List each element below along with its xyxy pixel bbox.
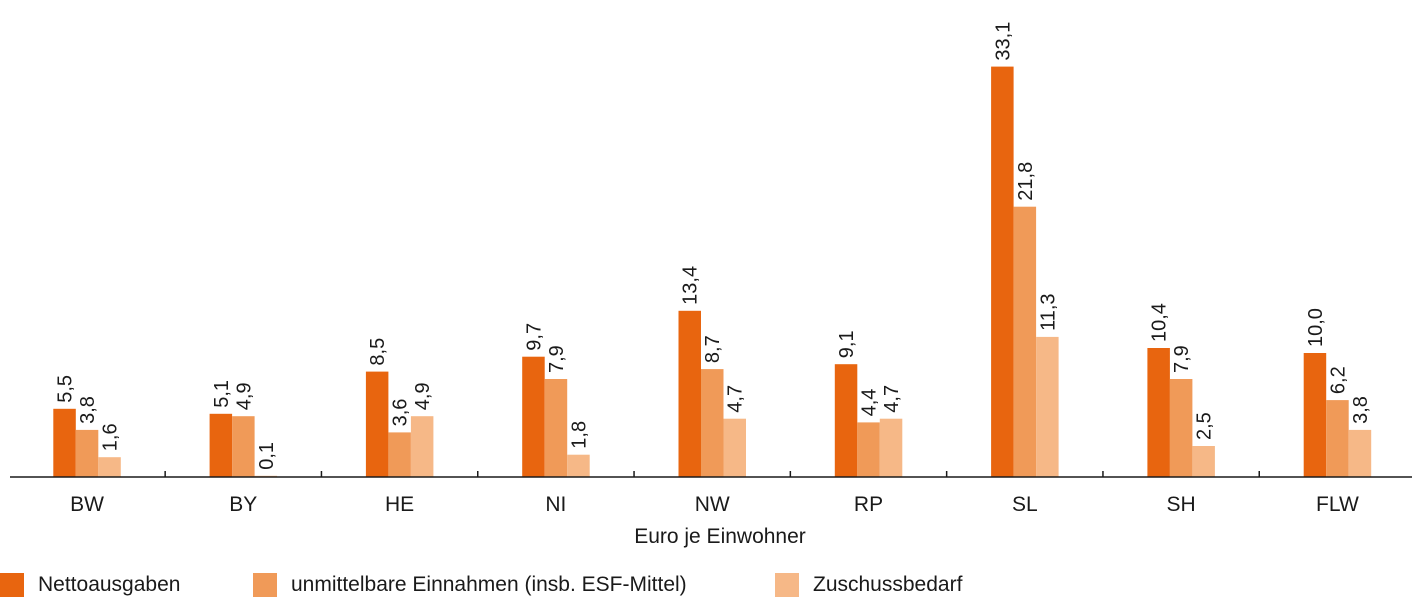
bar <box>567 454 590 477</box>
bar <box>723 418 746 477</box>
data-label: 3,8 <box>1350 396 1372 424</box>
bar <box>1036 336 1059 477</box>
category-label: SH <box>1167 493 1196 516</box>
data-label: 4,4 <box>859 389 881 417</box>
bar <box>410 416 434 477</box>
bar <box>1169 379 1193 477</box>
data-label: 4,7 <box>725 385 747 413</box>
legend: Nettoausgaben unmittelbare Einnahmen (in… <box>0 572 962 597</box>
category-label: BW <box>70 493 104 516</box>
x-axis-title: Euro je Einwohner <box>634 525 806 548</box>
bar <box>209 413 233 477</box>
bar <box>365 371 389 477</box>
data-label: 10,0 <box>1305 308 1327 347</box>
bar <box>75 429 99 477</box>
data-label: 5,1 <box>211 380 233 408</box>
legend-swatch <box>775 572 799 597</box>
data-label: 21,8 <box>1015 162 1037 201</box>
category-label: NI <box>545 493 566 516</box>
category-label: SL <box>1012 493 1038 516</box>
data-label: 6,2 <box>1327 366 1349 394</box>
bar <box>544 379 568 477</box>
data-label: 3,8 <box>77 396 99 424</box>
legend-label: Nettoausgaben <box>38 572 181 596</box>
data-label: 2,5 <box>1194 412 1216 440</box>
data-label: 1,8 <box>568 421 590 449</box>
legend-item-zuschussbedarf: Zuschussbedarf <box>775 572 963 597</box>
x-axis-ticks <box>164 471 1260 477</box>
category-label: BY <box>229 493 257 516</box>
bar <box>857 422 880 477</box>
bar <box>98 457 121 477</box>
legend-item-einnahmen: unmittelbare Einnahmen (insb. ESF-Mittel… <box>253 572 775 597</box>
bar <box>1348 429 1372 477</box>
data-label: 7,9 <box>546 345 568 373</box>
data-label: 9,1 <box>836 330 858 358</box>
data-label: 11,3 <box>1037 293 1059 330</box>
bar <box>1326 400 1349 477</box>
bar <box>834 364 858 477</box>
data-label: 3,6 <box>390 399 412 427</box>
category-label: NW <box>695 493 730 516</box>
data-label: 4,9 <box>412 382 434 410</box>
data-label: 9,7 <box>523 323 545 351</box>
data-label: 8,5 <box>367 338 389 366</box>
data-label: 4,7 <box>881 385 903 413</box>
category-labels: BW BY HE NI NW RP SL SH FLW <box>70 493 1359 516</box>
category-label: HE <box>385 493 414 516</box>
data-label: 1,6 <box>100 423 122 451</box>
data-label: 4,9 <box>233 382 255 410</box>
bar <box>388 432 411 477</box>
bar <box>1013 206 1037 477</box>
bar-chart: 5,53,81,65,1 4,90,18,53,64,99,77,91,813,4… <box>10 22 1412 548</box>
bar <box>678 310 701 477</box>
category-label: RP <box>854 493 883 516</box>
bar <box>1192 446 1215 477</box>
bar <box>232 416 255 477</box>
bar <box>701 369 724 477</box>
data-label: 10,4 <box>1149 303 1171 342</box>
bar <box>53 408 76 477</box>
data-label: 7,9 <box>1171 345 1193 373</box>
bar <box>522 356 545 477</box>
value-labels-group: 5,53,81,65,1 4,90,18,53,64,99,77,91,813,4… <box>55 22 1372 470</box>
bar <box>879 418 903 477</box>
data-label: 5,5 <box>55 375 77 403</box>
legend-label: unmittelbare Einnahmen (insb. ESF-Mittel… <box>291 572 687 596</box>
category-label: FLW <box>1316 493 1359 516</box>
data-label: 8,7 <box>702 335 724 363</box>
data-label: 0,1 <box>256 442 278 470</box>
legend-label: Zuschussbedarf <box>813 572 963 596</box>
bar <box>991 66 1014 477</box>
legend-swatch <box>0 572 24 597</box>
bar <box>1147 348 1170 477</box>
legend-swatch <box>253 572 277 597</box>
data-label: 33,1 <box>992 22 1014 61</box>
legend-item-nettoausgaben: Nettoausgaben <box>0 572 253 597</box>
bars-group <box>53 66 1372 477</box>
bar <box>1303 353 1327 477</box>
data-label: 13,4 <box>680 266 702 305</box>
